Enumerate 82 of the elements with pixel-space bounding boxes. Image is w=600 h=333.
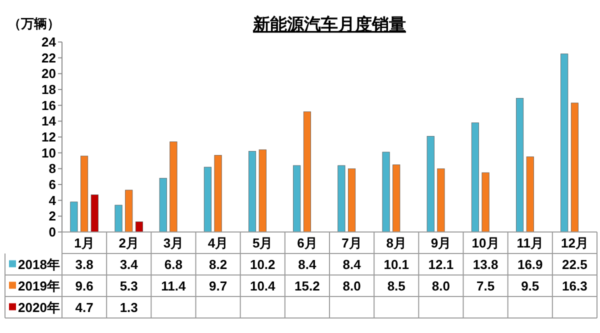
y-tick-label: 16 <box>42 98 56 113</box>
data-label: 10.1 <box>384 256 410 272</box>
x-tick-label: 10月 <box>472 235 500 250</box>
bar <box>114 204 122 232</box>
bar <box>560 54 568 232</box>
y-tick-label: 18 <box>42 82 56 98</box>
bar <box>170 142 178 232</box>
bar <box>570 102 578 232</box>
y-tick-label: 14 <box>42 114 57 129</box>
bar <box>437 168 445 232</box>
bar <box>471 122 479 232</box>
data-label: 8.0 <box>342 278 361 294</box>
y-tick-label: 4 <box>48 192 57 208</box>
bar <box>382 152 390 232</box>
data-label: 5.3 <box>120 278 138 294</box>
y-tick-label: 24 <box>42 34 57 50</box>
x-tick-label: 3月 <box>163 235 184 250</box>
bar <box>204 166 212 232</box>
bar <box>135 222 143 232</box>
data-label: 8.4 <box>342 256 362 272</box>
x-tick-label: 5月 <box>252 235 273 250</box>
x-tick-label: 4月 <box>208 235 228 250</box>
chart-title: 新能源汽车月度销量 <box>252 15 406 34</box>
data-label: 3.8 <box>75 256 94 272</box>
x-tick-label: 7月 <box>342 235 362 250</box>
data-label: 9.5 <box>521 278 540 294</box>
bar <box>248 151 256 232</box>
data-label: 16.9 <box>517 256 543 272</box>
data-label: 1.3 <box>120 300 138 315</box>
legend-label: 2020年 <box>18 300 60 315</box>
data-label: 11.4 <box>161 278 187 294</box>
x-tick-label: 11月 <box>516 235 544 250</box>
legend-label: 2018年 <box>18 256 60 272</box>
data-label: 4.7 <box>75 300 94 315</box>
data-label: 8.0 <box>432 278 450 294</box>
data-label: 12.1 <box>428 256 454 272</box>
y-axis-title: （万辆） <box>8 16 60 31</box>
bar <box>80 156 88 232</box>
data-label: 13.8 <box>472 256 498 272</box>
y-tick-label: 0 <box>48 224 56 240</box>
bar <box>526 156 534 232</box>
data-label: 15.2 <box>294 278 320 294</box>
bar <box>303 111 311 232</box>
y-tick-label: 20 <box>42 66 56 82</box>
y-tick-label: 8 <box>48 161 56 176</box>
bar <box>392 164 400 232</box>
bar <box>159 178 167 232</box>
bar <box>482 172 490 232</box>
bar <box>338 165 346 232</box>
y-tick-label: 2 <box>48 208 56 224</box>
bar <box>426 136 434 232</box>
x-tick-label: 8月 <box>386 235 406 250</box>
y-tick-label: 6 <box>48 177 56 192</box>
data-label: 22.5 <box>562 256 588 272</box>
x-tick-label: 9月 <box>430 235 452 250</box>
y-tick-label: 22 <box>42 50 56 66</box>
data-label: 7.5 <box>476 278 495 294</box>
x-tick-label: 12月 <box>560 235 588 250</box>
bar <box>70 202 78 232</box>
data-label: 9.6 <box>75 278 94 294</box>
data-label: 8.4 <box>298 256 318 272</box>
bar <box>348 168 356 232</box>
bar <box>214 155 222 232</box>
y-tick-label: 10 <box>42 145 56 160</box>
x-tick-label: 6月 <box>297 235 318 250</box>
bar <box>258 149 266 232</box>
data-label: 10.2 <box>250 256 276 272</box>
x-tick-label: 2月 <box>118 235 139 250</box>
bar <box>125 190 133 232</box>
x-tick-label: 1月 <box>74 235 94 250</box>
bar <box>293 165 301 232</box>
data-label: 6.8 <box>164 256 182 272</box>
data-label: 10.4 <box>250 278 276 294</box>
legend-label: 2019年 <box>18 278 60 294</box>
data-label: 3.4 <box>120 256 139 272</box>
bar <box>90 194 98 232</box>
y-tick-label: 12 <box>42 130 56 145</box>
data-label: 8.2 <box>209 256 228 272</box>
data-label: 16.3 <box>562 278 588 294</box>
data-label: 8.5 <box>387 278 406 294</box>
bar <box>516 98 524 232</box>
data-label: 9.7 <box>209 278 228 294</box>
